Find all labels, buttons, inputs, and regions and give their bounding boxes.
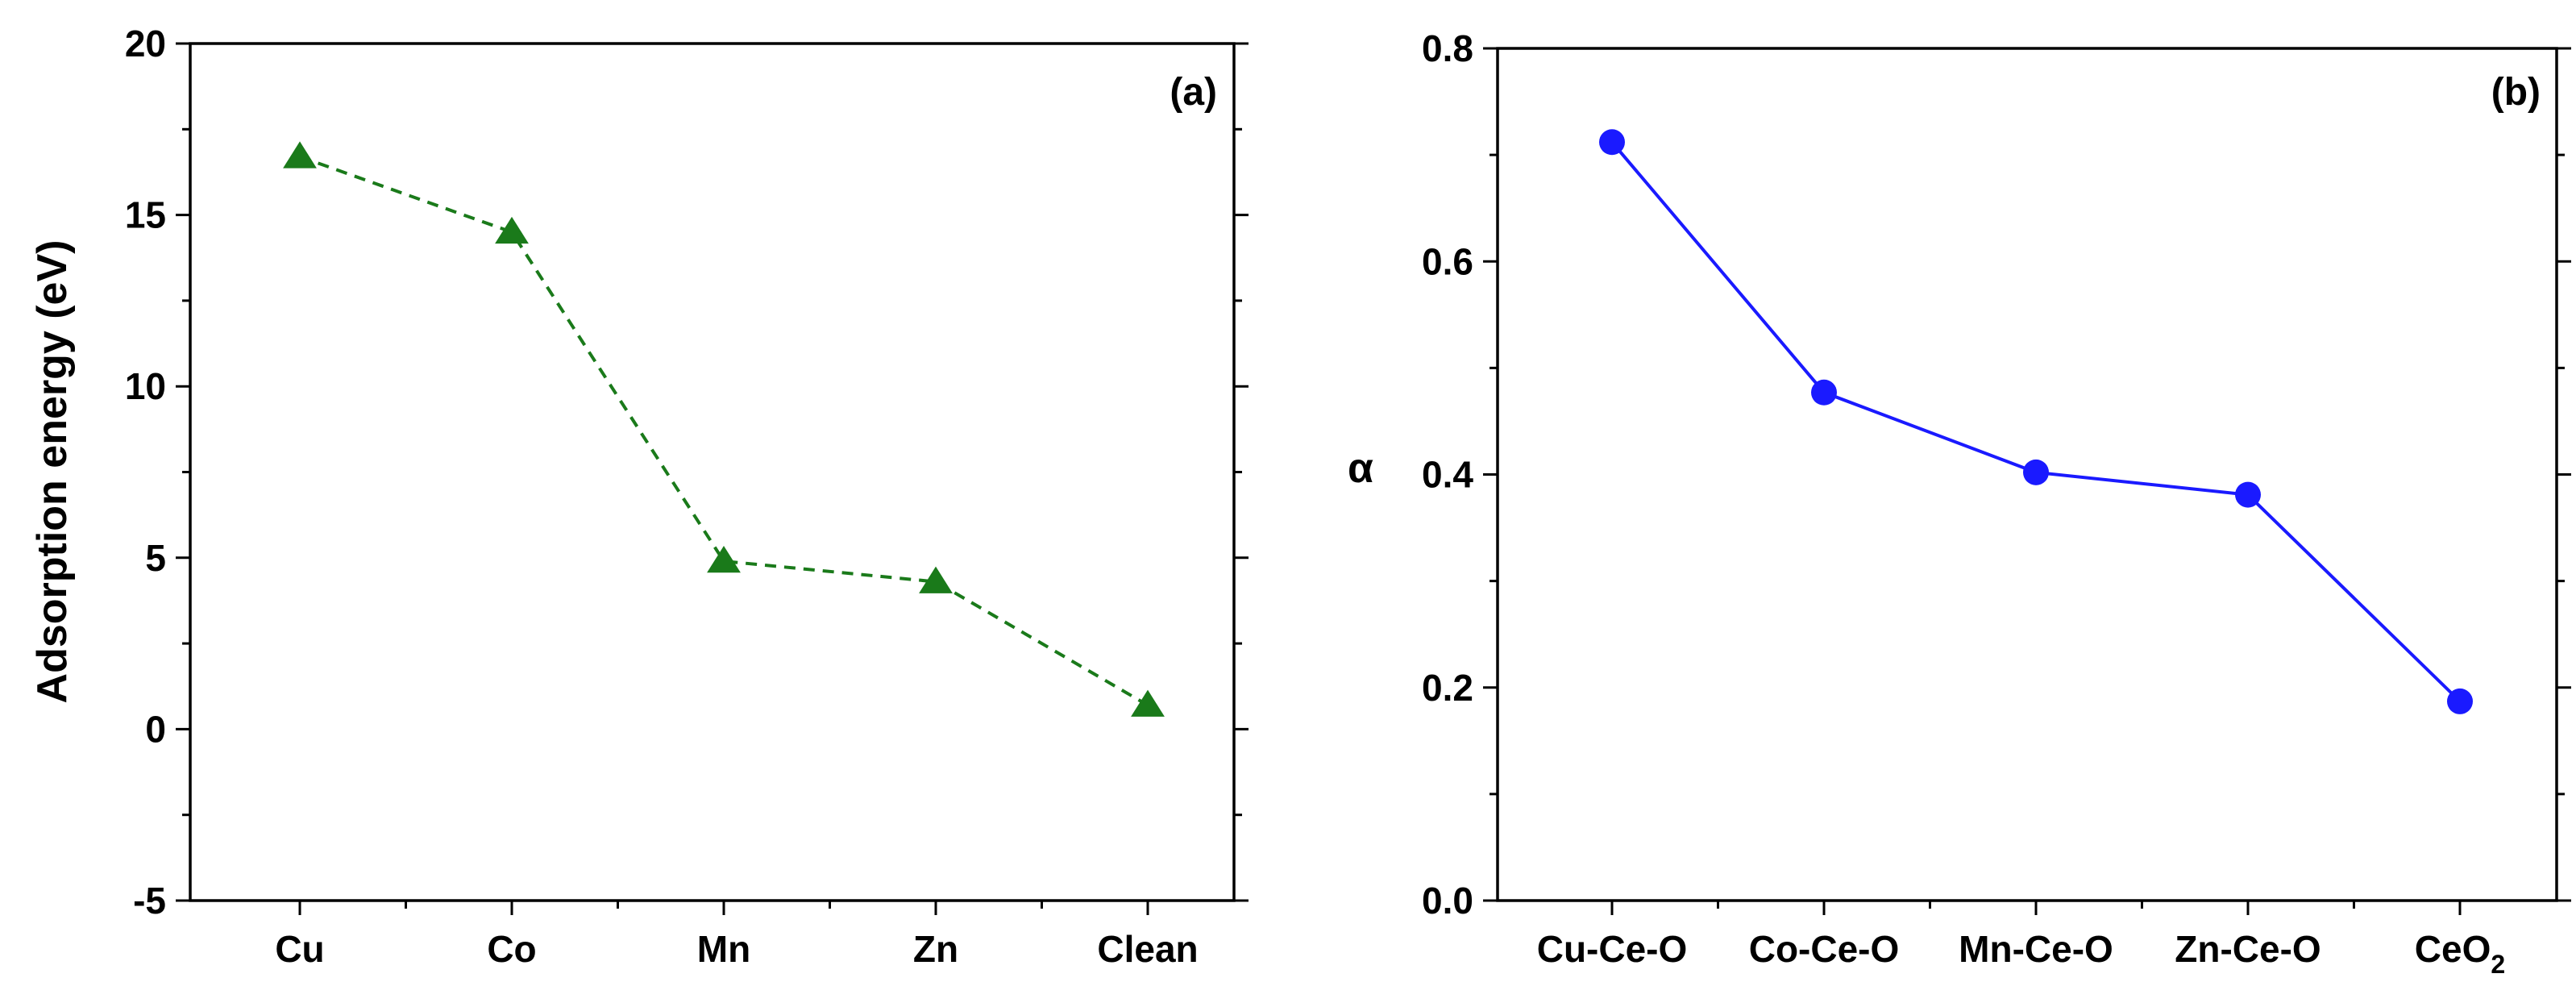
panel-b-chart: 0.0 0.2 0.4 0.6 0.8 Cu-Ce-O Co-Ce-O Mn-Ce-O Zn-C…	[1348, 27, 2571, 979]
data-point-marker	[2235, 481, 2261, 508]
panel-a-series-line	[299, 155, 1149, 707]
series-line	[1610, 140, 2462, 703]
x-tick-label: Mn	[697, 928, 750, 970]
x-tick-label: Co	[487, 928, 536, 970]
panel-a-markers	[283, 141, 1165, 717]
series-line	[299, 155, 1149, 707]
panel-a-ticks: -5 0 5 10 15 20 Cu Co Mn Zn Clean	[125, 23, 1249, 970]
data-point-marker	[2023, 459, 2049, 485]
x-tick-label: Cu-Ce-O	[1537, 928, 1688, 970]
panel-b-markers	[1599, 129, 2473, 714]
y-tick-label: 0.8	[1422, 27, 1473, 69]
panel-b-ticks: 0.0 0.2 0.4 0.6 0.8 Cu-Ce-O Co-Ce-O Mn-Ce-O Zn-C…	[1422, 27, 2571, 979]
data-point-marker	[2447, 688, 2473, 714]
data-point-marker	[1599, 129, 1625, 156]
y-tick-label: 10	[125, 365, 166, 407]
y-tick-label: 0	[145, 708, 166, 750]
data-point-marker	[283, 141, 317, 169]
x-tick-label: Co-Ce-O	[1749, 928, 1900, 970]
data-point-marker	[919, 566, 953, 593]
y-tick-label: 0.2	[1422, 667, 1473, 709]
x-tick-label: CeO2	[2415, 928, 2505, 979]
panel-b-series-line	[1610, 140, 2462, 703]
y-tick-label: 0.0	[1422, 880, 1473, 922]
panel-a-y-axis-title: Adsorption energy (eV)	[29, 240, 76, 704]
x-tick-label: Zn	[913, 928, 958, 970]
y-tick-label: -5	[133, 880, 166, 922]
data-point-marker	[495, 216, 529, 244]
x-tick-label: Clean	[1097, 928, 1198, 970]
data-point-marker	[1131, 689, 1165, 717]
data-point-marker	[707, 546, 741, 573]
panel-a-label: (a)	[1170, 71, 1217, 114]
y-tick-label: 0.6	[1422, 240, 1473, 282]
data-point-marker	[1811, 379, 1837, 406]
x-tick-label: Cu	[275, 928, 324, 970]
panel-a-chart: -5 0 5 10 15 20 Cu Co Mn Zn Clean (a) Adsorption e…	[29, 23, 1249, 970]
x-tick-label: Mn-Ce-O	[1959, 928, 2113, 970]
panel-b-label: (b)	[2491, 71, 2541, 114]
y-tick-label: 5	[145, 537, 166, 579]
y-tick-label: 0.4	[1422, 454, 1473, 496]
x-tick-label: Zn-Ce-O	[2175, 928, 2320, 970]
y-tick-label: 20	[125, 23, 166, 64]
y-tick-label: 15	[125, 194, 166, 236]
panel-b-y-axis-title: α	[1348, 445, 1373, 492]
